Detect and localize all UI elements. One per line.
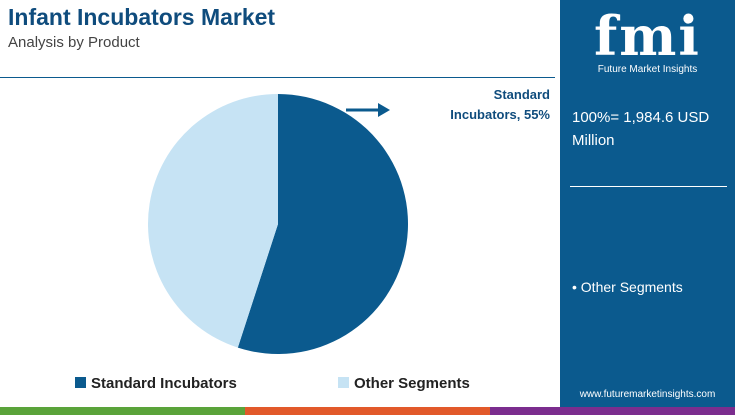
- pie-slice: [237, 94, 408, 355]
- brand: Future Market Insights: [597, 64, 698, 75]
- chart-title: Infant Incubators Market: [8, 4, 276, 30]
- divider: [0, 77, 555, 78]
- legend-swatch: [338, 377, 349, 388]
- legend-swatch: [75, 377, 86, 388]
- pie-slice: [147, 94, 278, 348]
- chart: [147, 94, 408, 355]
- divider: [570, 186, 727, 187]
- arrow-head: [378, 103, 390, 117]
- sidebar: fmi Future Market Insights 100%= 1,984.6…: [560, 0, 735, 407]
- chart-subtitle: Analysis by Product: [8, 34, 140, 51]
- legend-entry: Other Segments: [338, 375, 470, 392]
- note: • Other Segments: [572, 279, 683, 295]
- strip-green: [0, 407, 245, 415]
- annotation: Standard Incubators, 55%: [450, 87, 550, 122]
- total: 100%= 1,984.6 USD Million: [572, 109, 710, 149]
- legend-label: Standard Incubators: [91, 375, 237, 392]
- legend-label: Other Segments: [354, 375, 470, 392]
- legend-entry: Standard Incubators: [75, 375, 237, 392]
- website: www.futuremarketinsights.com: [579, 389, 716, 400]
- logo: fmi: [594, 4, 701, 68]
- color-strip: [0, 407, 735, 415]
- strip-orange: [245, 407, 490, 415]
- strip-purple: [490, 407, 735, 415]
